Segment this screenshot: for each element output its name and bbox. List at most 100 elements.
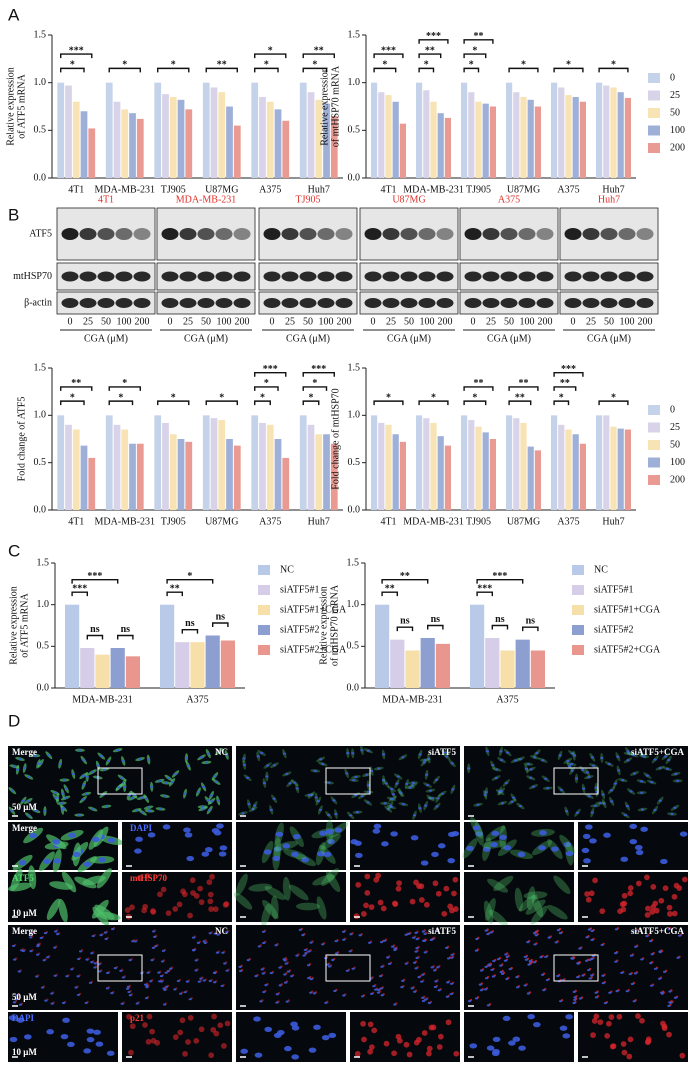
bar (485, 638, 500, 688)
significance-label: * (308, 392, 313, 403)
nucleus (147, 809, 152, 812)
signal (671, 910, 678, 917)
nucleus (650, 781, 654, 784)
nucleus (523, 955, 527, 959)
nucleus (590, 974, 594, 977)
nucleus (18, 859, 27, 866)
bar (57, 415, 65, 510)
nucleus (179, 992, 183, 995)
blot-band (564, 298, 582, 308)
nucleus (325, 963, 330, 966)
nucleus (333, 989, 337, 993)
nucleus (275, 993, 279, 996)
signal (150, 1037, 157, 1044)
nucleus (238, 969, 243, 973)
nucleus (401, 756, 405, 759)
cell-body (325, 871, 341, 893)
blot-band (317, 228, 335, 240)
legend-swatch (648, 457, 660, 468)
significance-bracket (508, 67, 539, 73)
nucleus (84, 1001, 88, 1005)
bar (444, 445, 451, 510)
nucleus (360, 749, 364, 752)
nucleus (434, 980, 438, 983)
nucleus (12, 1001, 17, 1004)
signal (421, 1030, 428, 1036)
nucleus (673, 806, 677, 809)
significance-bracket (108, 400, 134, 406)
x-tick-label: Huh7 (308, 184, 330, 195)
blot-band (382, 271, 400, 282)
nucleus (33, 754, 37, 757)
dose-label: 100 (217, 316, 232, 327)
bar (371, 82, 378, 178)
nucleus (98, 857, 107, 863)
bar (378, 92, 385, 178)
signal (157, 891, 163, 898)
nucleus (386, 807, 390, 811)
blot-band (436, 298, 454, 308)
legend-swatch (648, 125, 660, 136)
nucleus (127, 990, 131, 994)
bar (125, 656, 140, 688)
nucleus (272, 797, 276, 800)
signal (179, 1017, 186, 1024)
significance-label: * (312, 378, 317, 389)
signal (616, 1013, 623, 1020)
nucleus (450, 953, 454, 956)
signal (380, 905, 387, 912)
nucleus (131, 940, 135, 943)
legend-swatch (258, 565, 270, 575)
signal (209, 873, 215, 880)
nucleus (401, 803, 405, 806)
legend-label: siATF5#2+CGA (280, 644, 347, 655)
nucleus (202, 940, 206, 943)
signal (367, 1021, 374, 1028)
nucleus (578, 947, 582, 950)
nucleus (425, 783, 430, 787)
signal (681, 876, 688, 883)
micrograph-label: DAPI (12, 1013, 34, 1023)
nucleus (23, 766, 27, 770)
bar (259, 422, 266, 510)
nucleus (295, 787, 299, 790)
nucleus (314, 796, 318, 799)
bar (169, 434, 177, 510)
nucleus (583, 858, 591, 864)
nucleus (504, 781, 508, 785)
nucleus (565, 850, 574, 857)
nucleus (508, 1040, 516, 1046)
nucleus (111, 927, 115, 931)
nucleus (576, 975, 580, 979)
nucleus (52, 839, 61, 845)
significance-bracket (598, 67, 629, 73)
bar (220, 640, 235, 688)
nucleus (103, 931, 108, 934)
nucleus (499, 964, 503, 967)
signal (436, 1044, 443, 1050)
signal (426, 1045, 433, 1052)
nucleus (540, 973, 545, 976)
nucleus (431, 851, 439, 857)
x-tick-label: MDA-MB-231 (72, 694, 133, 705)
signal (597, 1019, 604, 1026)
nucleus (529, 776, 533, 779)
nucleus (559, 1025, 568, 1031)
nucleus (384, 782, 388, 785)
nucleus (269, 808, 273, 811)
bar (202, 82, 210, 178)
nucleus (383, 802, 387, 805)
dose-label: 0 (571, 316, 576, 327)
nucleus (515, 986, 520, 989)
nucleus (20, 949, 24, 952)
bar (617, 428, 624, 510)
blot-band (564, 271, 582, 282)
nucleus (199, 977, 203, 980)
nucleus (238, 965, 242, 968)
nucleus (309, 978, 313, 981)
nucleus (410, 784, 415, 787)
nucleus (484, 929, 488, 932)
y-tick-label: 0.0 (348, 172, 361, 183)
signal (160, 886, 167, 893)
bar (596, 415, 603, 510)
